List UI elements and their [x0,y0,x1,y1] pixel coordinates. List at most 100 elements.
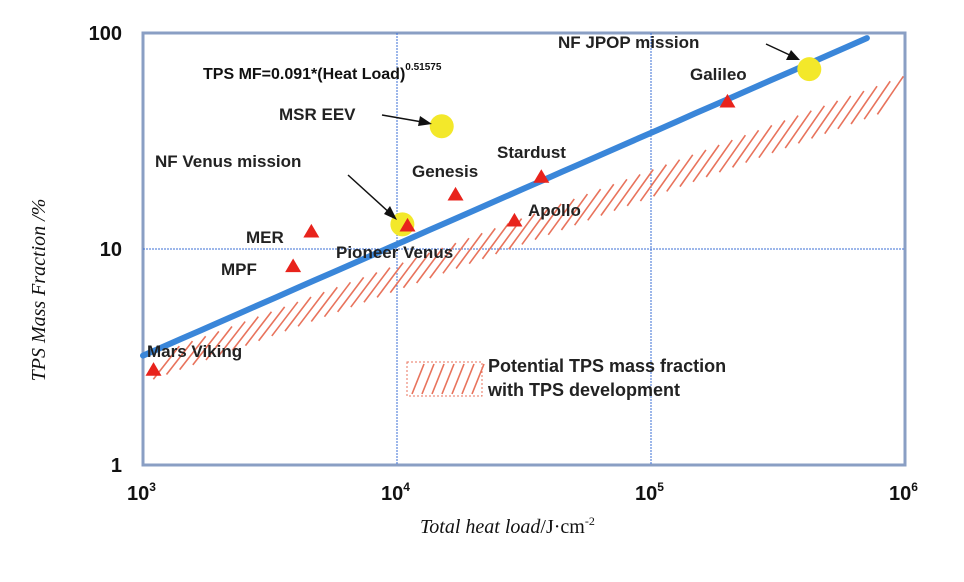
fit-equation-base: TPS MF=0.091*(Heat Load) [203,66,405,83]
band-hatch-line [192,330,220,366]
circle-marker-nf-jpop-mission [797,57,822,82]
x-tick-labels: 103 104 105 106 [127,480,918,505]
x-tick-label: 105 [635,480,664,505]
label-nf-jpop: NF JPOP mission [558,33,699,52]
band-hatch-line [521,208,549,245]
band-hatch-line [429,242,457,279]
band-hatch-line [534,203,562,241]
band-hatch-line [731,129,760,168]
x-tick-exponent: 5 [657,480,664,494]
arrowhead-nf-venus [384,206,397,220]
band-hatch-line [415,247,444,284]
label-pioneer-venus: Pioneer Venus [336,243,453,262]
band-hatch-line [508,213,536,250]
x-tick-exponent: 6 [911,480,918,494]
legend: Potential TPS mass fraction with TPS dev… [406,356,726,400]
grid-lines [143,33,905,465]
band-hatch-line [481,222,510,260]
x-tick-base: 10 [635,483,657,505]
legend-line-2: with TPS development [487,380,680,400]
band-hatch-line [745,124,773,164]
legend-hatch-line [471,363,485,395]
x-axis-unit-exponent: -2 [585,514,595,528]
triangle-marker-mer [303,223,320,238]
arrow-nf-venus [347,174,393,216]
band-hatch-line [468,227,496,265]
band-hatch-line [455,232,483,269]
band-hatch-line [876,75,905,115]
triangle-marker-mars-viking [145,362,162,376]
markers [145,57,822,376]
triangle-marker-apollo [506,212,523,227]
label-mars-viking: Mars Viking [147,342,242,361]
band-hatch-line [363,267,391,303]
band-hatch-line [336,276,365,313]
triangle-marker-galileo [719,93,736,108]
band-hatch-line [284,296,312,332]
band-hatch-line [231,316,259,351]
annotation-arrows [347,43,800,220]
label-nf-venus: NF Venus mission [155,152,301,171]
band-hatch-line [771,115,799,154]
band-hatch-line [310,286,338,322]
band-hatch-line [258,306,286,342]
legend-hatch-line [441,363,455,395]
label-stardust: Stardust [497,143,566,162]
band-hatch-line [626,169,654,207]
band-hatch-line [863,80,891,120]
label-genesis: Genesis [412,162,478,181]
band-hatch-line [705,139,733,178]
band-hatch-line [560,193,589,231]
band-hatch-line [376,262,404,298]
band-hatch-line [244,311,273,347]
label-apollo: Apollo [528,201,581,220]
legend-swatch [406,361,485,397]
legend-hatch-line [461,363,475,395]
band-hatch-line [613,173,641,212]
band-hatch-line [679,149,707,188]
y-tick-label: 100 [89,23,122,45]
band-hatch-line [824,95,852,135]
band-hatch-line [389,257,417,294]
legend-hatch-line [411,363,425,395]
band-hatch-line [271,301,299,337]
fit-equation: TPS MF=0.091*(Heat Load)0.51575 [203,62,442,83]
circle-marker-msr-eev [429,114,454,139]
triangle-marker-stardust [533,169,550,183]
band-hatch-line [547,198,575,236]
fit-line [140,35,870,359]
arrowhead-msr-eev [418,116,432,126]
band-hatch-line [639,164,668,202]
band-hatch-line [323,281,352,318]
band-hatch-line [652,159,681,197]
band-hatch-line [350,272,378,308]
x-axis-title: Total heat load/J·cm-2 [420,514,595,538]
band-hatch-line [718,134,747,173]
legend-hatch-line [431,363,445,395]
fit-equation-exponent: 0.51575 [405,62,442,73]
potential-band [152,75,905,380]
band-hatch-line [297,291,325,327]
triangle-marker-genesis [447,186,464,201]
legend-swatch-border [406,361,483,397]
band-hatch-line [784,110,812,149]
band-hatch-line [797,105,826,144]
label-mpf: MPF [221,260,257,279]
triangle-marker-pioneer-venus [399,217,416,232]
band-hatch-line [587,183,615,221]
band-hatch-line [402,252,431,289]
label-galileo: Galileo [690,65,747,84]
label-msr-eev: MSR EEV [279,105,356,124]
x-tick-label: 103 [127,480,156,505]
band-hatch-line [573,188,602,226]
x-tick-base: 10 [127,483,149,505]
band-hatch-line [600,178,628,216]
y-tick-label: 1 [111,455,122,477]
band-hatch-line [205,325,233,361]
label-mer: MER [246,228,284,247]
y-tick-labels: 1 10 100 [89,23,122,477]
band-hatch-line [442,237,470,274]
x-tick-label: 104 [381,480,410,505]
band-hatch-line [666,154,694,192]
